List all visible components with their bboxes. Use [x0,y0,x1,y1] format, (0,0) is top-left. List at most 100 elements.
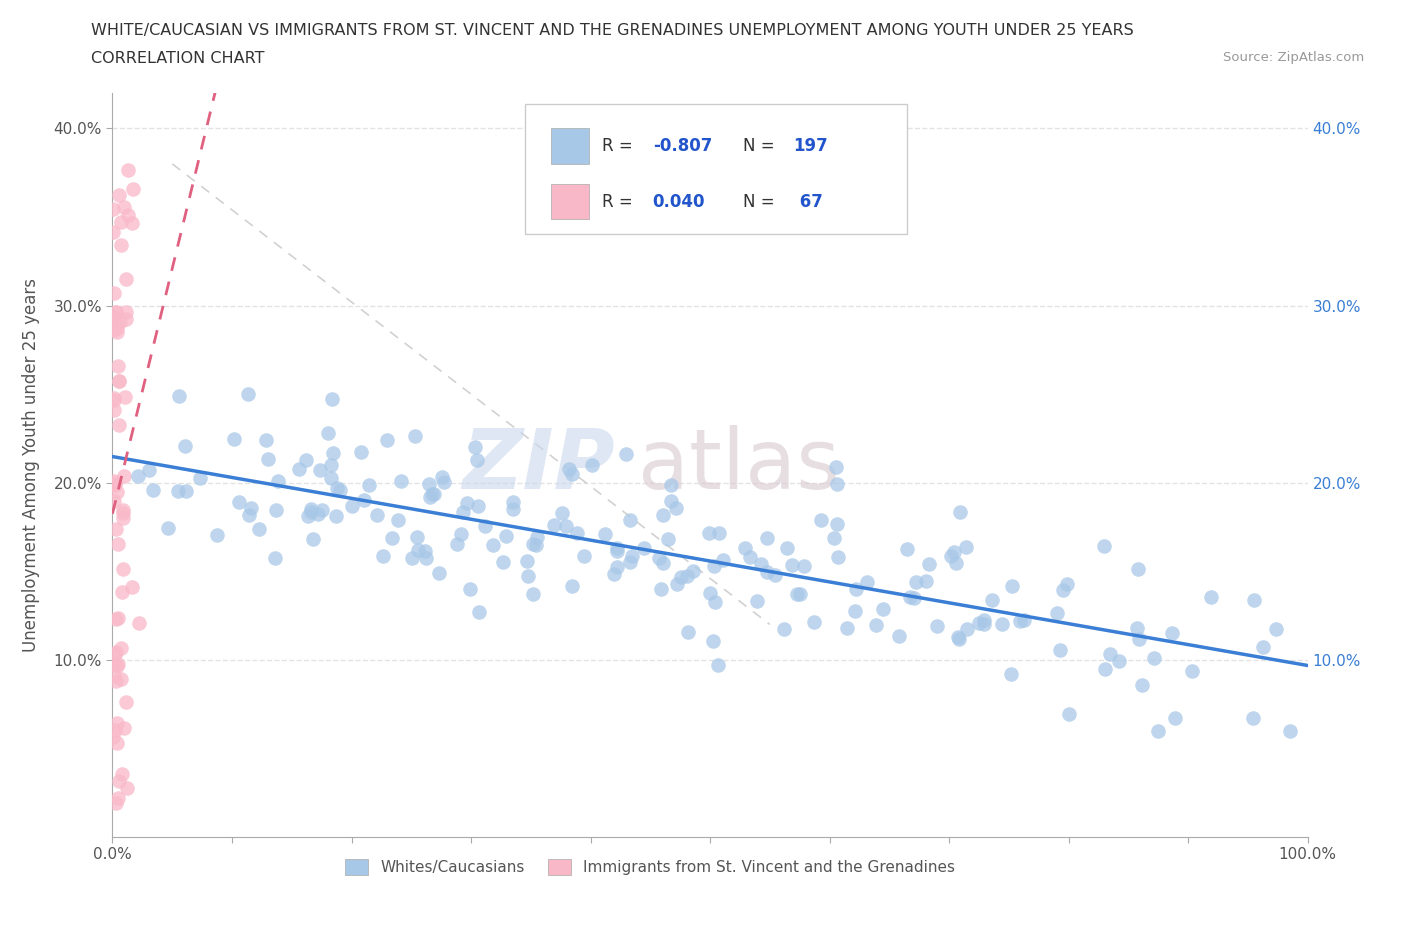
Text: CORRELATION CHART: CORRELATION CHART [91,51,264,66]
Point [1099,646,1122,661]
Point [558,461,581,476]
Point [128,616,150,631]
Point [657,532,679,547]
Point [112,502,135,517]
Point [297,509,319,524]
Point [1126,620,1149,635]
Point [121,579,143,594]
Point [704,595,727,610]
Point [648,551,671,565]
Point [887,629,910,644]
Point [228,494,250,509]
Point [167,389,190,404]
Point [619,555,641,570]
Legend: Whites/Caucasians, Immigrants from St. Vincent and the Grenadines: Whites/Caucasians, Immigrants from St. V… [339,853,962,882]
Point [593,526,616,541]
Point [112,468,135,483]
Point [387,512,409,527]
Point [543,518,565,533]
Point [112,199,135,214]
Point [107,537,129,551]
Point [606,544,628,559]
Point [896,542,918,557]
Point [561,578,583,593]
Point [522,587,544,602]
Point [117,163,139,178]
Point [108,774,131,789]
Point [104,478,127,493]
Point [105,321,128,336]
Point [105,736,128,751]
Point [666,577,689,591]
Point [699,585,721,600]
Point [415,551,437,565]
Point [256,451,278,466]
Point [825,476,848,491]
Point [433,475,456,490]
Point [676,569,699,584]
Point [614,446,637,461]
Point [353,493,375,508]
Point [786,587,808,602]
Point [898,590,921,604]
Point [340,498,363,513]
FancyBboxPatch shape [524,104,907,234]
Point [1243,592,1265,607]
Y-axis label: Unemployment Among Youth under 25 years: Unemployment Among Youth under 25 years [21,278,39,652]
Point [581,458,603,472]
Point [103,403,125,418]
Point [956,622,979,637]
Point [110,640,132,655]
Point [427,565,450,580]
Point [316,425,339,440]
Point [1056,577,1078,591]
Point [661,478,683,493]
Point [299,502,322,517]
Point [602,567,624,582]
Point [121,216,143,231]
Point [565,525,588,540]
Point [103,310,125,325]
Point [1012,612,1035,627]
Point [827,550,849,565]
Point [329,483,352,498]
Point [1241,711,1264,725]
Point [1161,625,1184,640]
Point [810,512,832,527]
Point [105,521,128,536]
Point [903,591,925,605]
Point [1049,643,1071,658]
Point [112,506,135,521]
Text: 67: 67 [793,193,823,210]
Point [775,540,797,555]
Point [1164,711,1187,725]
Point [458,581,481,596]
Point [112,511,135,525]
Point [101,202,124,217]
Point [122,181,145,196]
Point [845,581,868,596]
Point [423,487,446,502]
Point [104,475,127,490]
Point [108,374,131,389]
Point [103,669,125,684]
Point [104,304,127,319]
Point [464,439,486,454]
Point [465,452,488,467]
Point [111,562,134,577]
Point [495,528,517,543]
Point [1146,724,1168,738]
Point [1000,667,1022,682]
Text: atlas: atlas [638,424,839,506]
Point [419,489,441,504]
Point [825,517,848,532]
Point [1128,632,1150,647]
Point [138,463,160,478]
Point [413,544,436,559]
Point [104,646,127,661]
Point [173,439,195,454]
Point [254,432,277,447]
Point [104,723,127,737]
Point [574,549,596,564]
Point [264,551,287,565]
